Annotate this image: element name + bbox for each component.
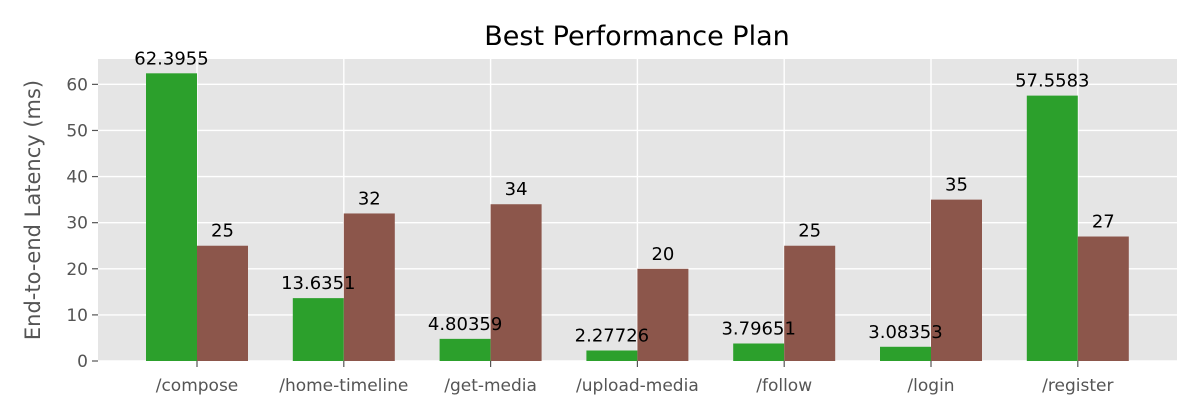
bar-value-label: 34 [505,179,528,200]
bar-series-2 [931,199,982,361]
x-tick-label: /follow [756,376,812,396]
data-labels: 62.3955 13.6351 4.80359 2.27726 3.79651 3.083… [134,48,1114,346]
bar-series-1 [586,350,638,361]
bar-series-1 [880,346,931,361]
bars [146,73,1129,362]
bar-value-label: 3.79651 [721,318,795,339]
bar-value-label: 3.08353 [868,322,942,343]
bar-value-label: 4.80359 [428,314,502,335]
y-axis-label: End-to-end Latency (ms) [21,80,45,340]
y-tick-label: 50 [66,121,88,141]
bar-series-1 [146,73,197,362]
x-axis-ticks: /compose/home-timeline/get-media/upload-… [156,361,1113,396]
bar-series-1 [292,298,344,361]
bar-value-label: 13.6351 [281,273,355,294]
y-tick-label: 60 [66,75,88,95]
bar-value-label: 62.3955 [134,48,208,69]
bar-series-2 [343,213,395,361]
bar-value-label: 25 [798,221,821,242]
bar-value-label: 2.27726 [575,326,649,347]
x-tick-label: /login [907,376,954,396]
bar-value-label: 27 [1092,212,1115,233]
bar-series-2 [490,204,542,361]
bar-series-2 [1077,236,1129,361]
bar-series-1 [733,343,785,361]
y-tick-label: 20 [66,260,88,280]
y-axis-ticks: 0 10 20 30 40 50 60 [66,75,98,372]
bar-value-label: 57.5583 [1015,71,1089,92]
x-tick-label: /home-timeline [279,376,408,396]
bar-series-1 [439,338,491,361]
chart-title: Best Performance Plan [484,21,790,52]
bar-series-2 [197,245,248,361]
bar-value-label: 25 [211,221,234,242]
bar-value-label: 35 [945,175,968,196]
x-tick-label: /upload-media [576,376,699,396]
bar-value-label: 32 [358,188,381,209]
bar-value-label: 20 [651,244,674,265]
bar-series-2 [784,245,836,361]
bar-series-1 [1026,95,1078,361]
y-tick-label: 10 [66,306,88,326]
y-tick-label: 0 [77,352,88,372]
y-tick-label: 40 [66,168,88,188]
y-tick-label: 30 [66,214,88,234]
x-tick-label: /compose [156,376,239,396]
bar-series-2 [637,268,689,361]
x-tick-label: /get-media [444,376,537,396]
x-tick-label: /register [1042,376,1113,396]
